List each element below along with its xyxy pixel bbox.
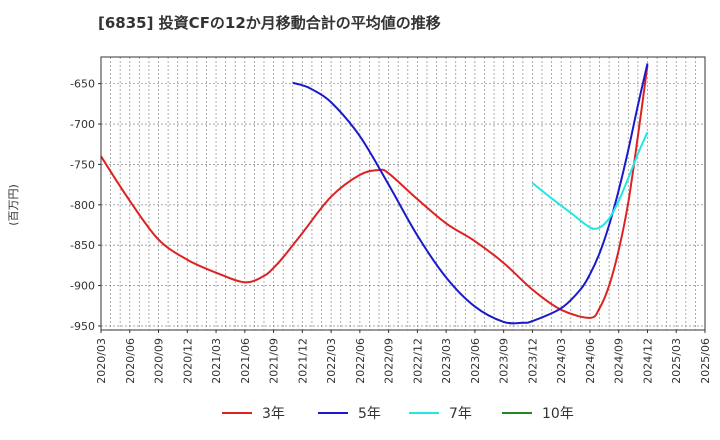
x-tick-label: 2021/12: [296, 338, 309, 384]
y-axis-label: (百万円): [7, 184, 20, 226]
x-tick-label: 2023/09: [498, 338, 511, 384]
series-line-1: [100, 64, 649, 319]
x-tick-label: 2023/12: [526, 338, 539, 384]
x-tick-label: 2022/03: [325, 338, 338, 384]
x-tick-label: 2022/12: [411, 338, 424, 384]
x-tick-label: 2025/03: [670, 338, 683, 384]
legend-label: 3年: [262, 406, 285, 422]
x-tick-label: 2021/06: [239, 338, 252, 384]
y-tick-label: -950: [70, 320, 95, 333]
x-tick-label: 2021/03: [210, 338, 223, 384]
x-tick-label: 2020/06: [124, 338, 137, 384]
y-tick-label: -750: [70, 158, 95, 171]
legend-label: 10年: [542, 406, 574, 422]
x-tick-label: 2025/06: [699, 338, 712, 384]
y-tick-labels: -650 -700 -750 -800 -850 -900 -950: [70, 78, 101, 333]
x-tick-label: 2020/09: [153, 338, 166, 384]
chart-title: [6835] 投資CFの12か月移動合計の平均値の推移: [98, 14, 441, 32]
x-tick-label: 2020/03: [95, 338, 108, 384]
y-tick-label: -850: [70, 239, 95, 252]
plot-frame: [100, 56, 706, 331]
legend-label: 7年: [449, 406, 472, 422]
series-line-3: [531, 131, 649, 230]
x-tick-label: 2021/09: [268, 338, 281, 384]
series-line-2: [292, 63, 649, 325]
x-tick-label: 2022/06: [354, 338, 367, 384]
y-tick-label: -800: [70, 199, 95, 212]
x-tick-label: 2024/09: [613, 338, 626, 384]
x-tick-label: 2024/12: [641, 338, 654, 384]
grid: [101, 57, 705, 330]
x-tick-label: 2024/06: [584, 338, 597, 384]
x-tick-label: 2022/09: [383, 338, 396, 384]
y-tick-label: -650: [70, 78, 95, 91]
legend-label: 5年: [358, 406, 381, 422]
x-tick-label: 2024/03: [555, 338, 568, 384]
legend: 3年 5年 7年 10年: [222, 406, 574, 422]
y-tick-label: -700: [70, 118, 95, 131]
x-tick-label: 2020/12: [181, 338, 194, 384]
y-tick-label: -900: [70, 280, 95, 293]
x-tick-label: 2023/03: [440, 338, 453, 384]
x-tick-label: 2023/06: [469, 338, 482, 384]
x-tick-labels: 2020/03 2020/06 2020/09 2020/12 2021/03 2021/…: [95, 330, 712, 384]
series-lines: [100, 63, 649, 325]
